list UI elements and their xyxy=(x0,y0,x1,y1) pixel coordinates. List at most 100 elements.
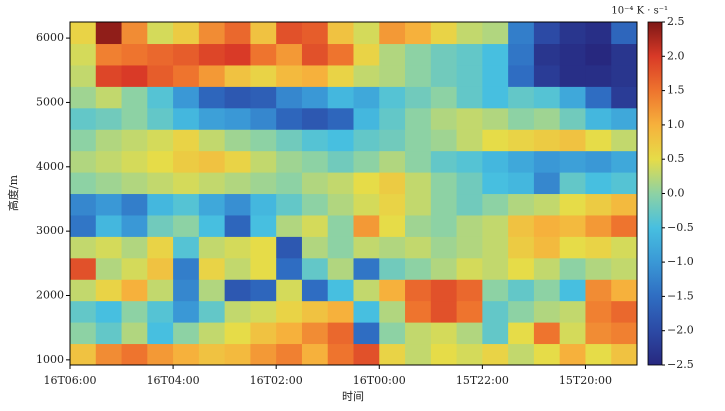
heatmap-cell xyxy=(611,343,638,366)
heatmap-cell xyxy=(173,107,200,130)
heatmap-cell xyxy=(70,86,97,109)
heatmap-cell xyxy=(173,129,200,152)
heatmap-cell xyxy=(508,86,535,109)
heatmap-cell xyxy=(456,150,483,173)
heatmap-cell xyxy=(276,257,303,280)
colorbar xyxy=(647,21,663,366)
heatmap-cell xyxy=(611,193,638,216)
heatmap-cell xyxy=(276,193,303,216)
heatmap-cell xyxy=(276,22,303,45)
heatmap-cell xyxy=(327,236,354,259)
heatmap-cell xyxy=(559,343,586,366)
heatmap-cell xyxy=(482,64,509,87)
x-tick-label: 15T22:00 xyxy=(456,374,509,387)
heatmap-cell xyxy=(559,86,586,109)
heatmap-cell xyxy=(585,257,612,280)
heatmap-cell xyxy=(121,64,148,87)
heatmap-cell xyxy=(508,279,535,302)
heatmap-cell xyxy=(327,193,354,216)
heatmap-cell xyxy=(224,279,251,302)
heatmap-cell xyxy=(482,129,509,152)
heatmap-cell xyxy=(482,22,509,45)
heatmap-cell xyxy=(379,193,406,216)
heatmap-cell xyxy=(250,172,277,195)
heatmap-cell xyxy=(379,86,406,109)
heatmap-cell xyxy=(456,86,483,109)
heatmap-cell xyxy=(121,300,148,323)
x-tick-label: 16T00:00 xyxy=(353,374,406,387)
heatmap-cell xyxy=(147,300,174,323)
heatmap-cell xyxy=(173,300,200,323)
heatmap-cell xyxy=(224,214,251,237)
heatmap-cell xyxy=(379,43,406,66)
heatmap-cell xyxy=(353,236,380,259)
heatmap-cell xyxy=(353,64,380,87)
y-tick-label: 4000 xyxy=(36,160,64,173)
colorbar-tick-label: −2.0 xyxy=(667,324,694,337)
heatmap-cell xyxy=(198,236,226,259)
heatmap-cell xyxy=(508,64,535,87)
heatmap-cell xyxy=(327,86,354,109)
heatmap-cell xyxy=(198,172,226,195)
heatmap-cell xyxy=(224,193,251,216)
heatmap-cell xyxy=(224,129,251,152)
heatmap-cell xyxy=(559,172,586,195)
heatmap-cell xyxy=(405,343,432,366)
heatmap-cell xyxy=(327,279,354,302)
heatmap-cell xyxy=(198,279,226,302)
heatmap-cell xyxy=(147,64,174,87)
heatmap-cell xyxy=(611,172,638,195)
heatmap-cell xyxy=(95,343,123,366)
heatmap-cell xyxy=(327,64,354,87)
heatmap-cell xyxy=(147,343,174,366)
heatmap-cell xyxy=(353,257,380,280)
heatmap-cell xyxy=(121,193,148,216)
heatmap-cell xyxy=(533,193,561,216)
heatmap-cell xyxy=(430,343,458,366)
heatmap-cell xyxy=(301,150,329,173)
heatmap-cell xyxy=(456,64,483,87)
heatmap-cell xyxy=(456,279,483,302)
heatmap-cell xyxy=(353,22,380,45)
heatmap-cell xyxy=(405,22,432,45)
heatmap-cell xyxy=(430,172,458,195)
heatmap-cell xyxy=(224,322,251,345)
heatmap-cell xyxy=(405,322,432,345)
heatmap-cell xyxy=(482,300,509,323)
heatmap-cell xyxy=(559,236,586,259)
heatmap-cell xyxy=(224,43,251,66)
heatmap-cell xyxy=(533,322,561,345)
heatmap-cell xyxy=(198,43,226,66)
heatmap-cell xyxy=(611,43,638,66)
y-tick-label: 1000 xyxy=(36,353,64,366)
heatmap-cell xyxy=(585,22,612,45)
heatmap-cell xyxy=(611,322,638,345)
heatmap-cell xyxy=(301,43,329,66)
heatmap-cell xyxy=(430,64,458,87)
heatmap-cell xyxy=(250,300,277,323)
heatmap-cell xyxy=(276,236,303,259)
heatmap-cell xyxy=(95,193,123,216)
heatmap-cell xyxy=(276,322,303,345)
heatmap-cell xyxy=(405,300,432,323)
heatmap-cell xyxy=(173,257,200,280)
colorbar-tick-label: 2.5 xyxy=(667,15,685,28)
heatmap-cell xyxy=(379,257,406,280)
heatmap-cell xyxy=(250,43,277,66)
heatmap-cell xyxy=(585,107,612,130)
heatmap-cell xyxy=(224,172,251,195)
heatmap-cell xyxy=(405,193,432,216)
heatmap-cell xyxy=(121,86,148,109)
heatmap-cell xyxy=(559,107,586,130)
heatmap-cell xyxy=(456,43,483,66)
heatmap-cell xyxy=(405,43,432,66)
heatmap-cell xyxy=(121,129,148,152)
heatmap-cell xyxy=(327,172,354,195)
heatmap-cell xyxy=(224,22,251,45)
heatmap-cell xyxy=(482,193,509,216)
heatmap-cell xyxy=(121,150,148,173)
heatmap-cell xyxy=(147,150,174,173)
colorbar-tick-label: 0.5 xyxy=(667,152,685,165)
heatmap-cell xyxy=(533,129,561,152)
heatmap-cell xyxy=(301,257,329,280)
